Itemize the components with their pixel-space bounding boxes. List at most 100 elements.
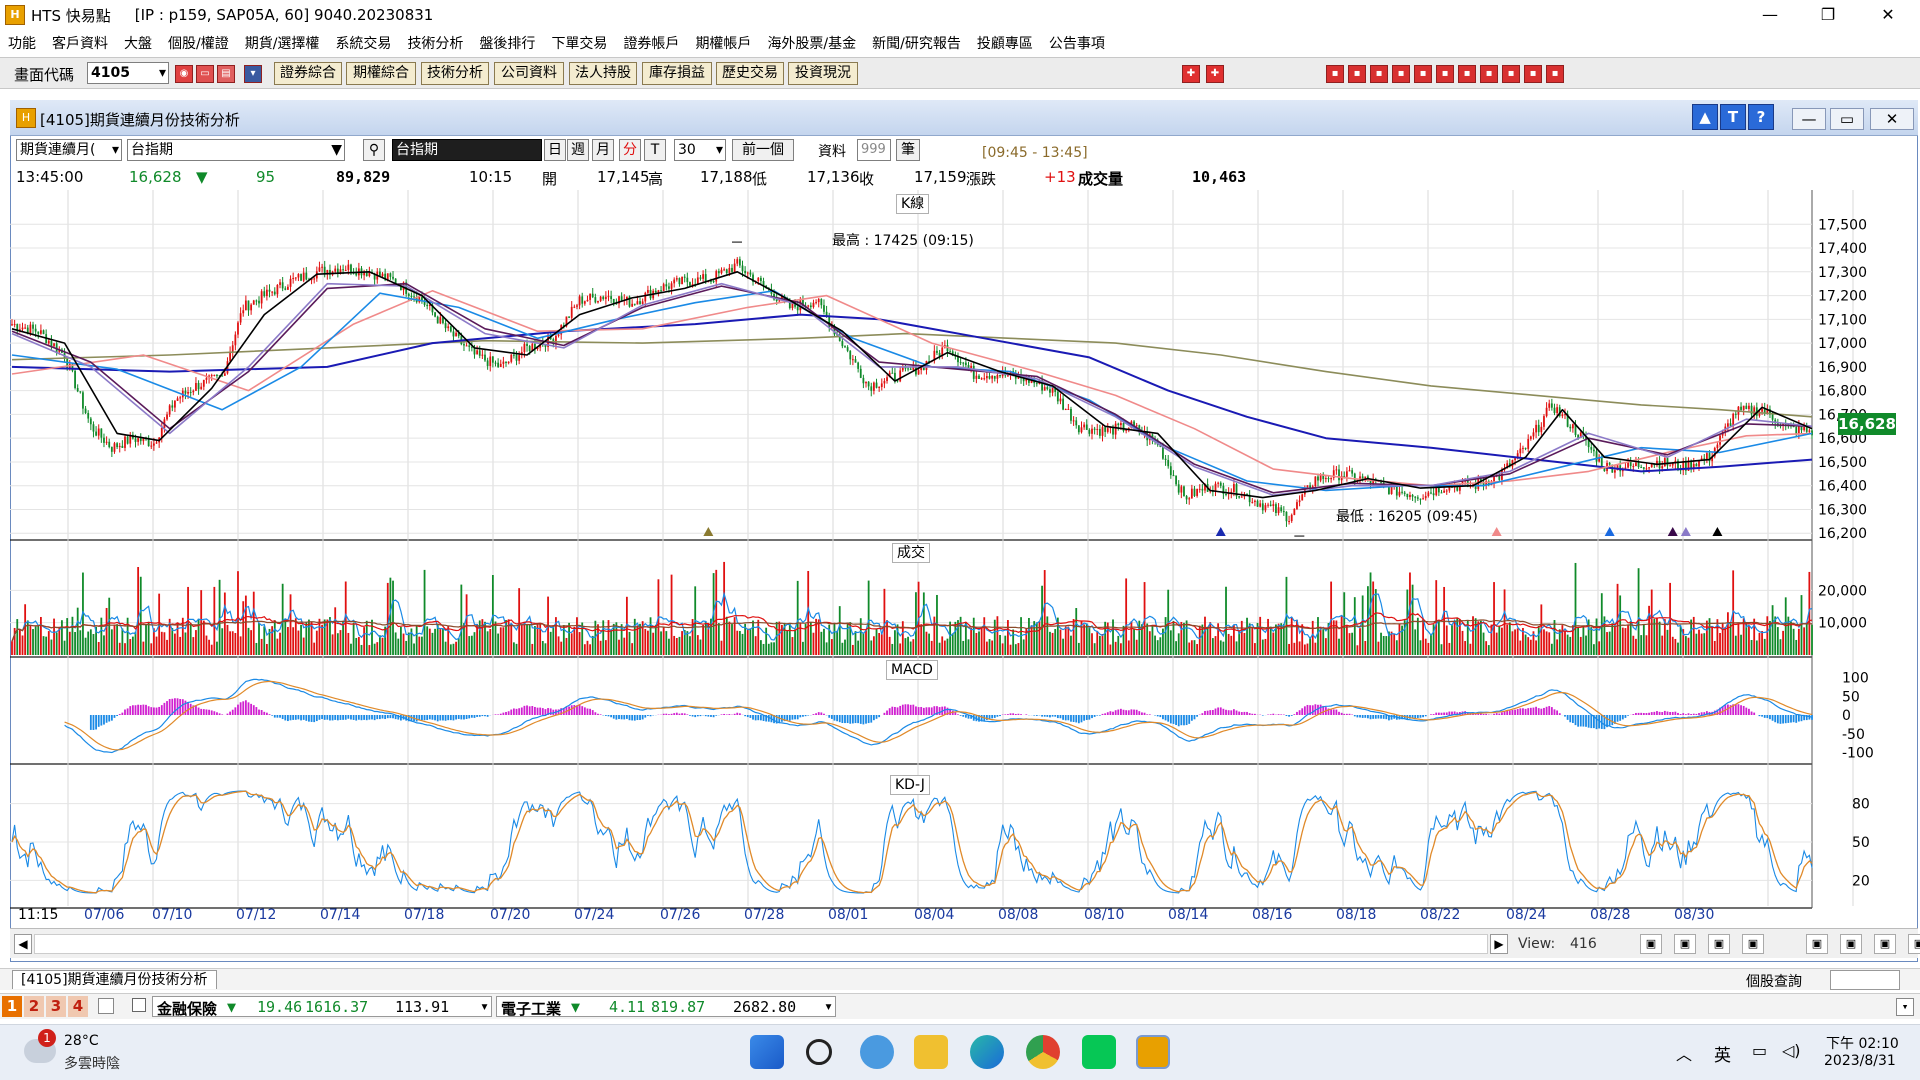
print-icon[interactable]: ▪ bbox=[1524, 65, 1542, 83]
dropdown-icon[interactable]: ▾ bbox=[244, 65, 262, 83]
menu-item-5[interactable]: 系統交易 bbox=[335, 36, 392, 52]
menu-item-4[interactable]: 期貨/選擇權 bbox=[244, 36, 320, 52]
type-select[interactable]: 期貨連續月(▾ bbox=[16, 139, 122, 161]
lock-icon[interactable] bbox=[98, 998, 114, 1014]
q-dropdown-icon[interactable]: ▾ bbox=[1896, 998, 1914, 1016]
minus-icon[interactable]: ▪ bbox=[1392, 65, 1410, 83]
menu-item-1[interactable]: 客戶資料 bbox=[52, 36, 108, 52]
pen-icon[interactable]: ▪ bbox=[1348, 65, 1366, 83]
menu-item-8[interactable]: 下單交易 bbox=[551, 36, 608, 52]
minutes-select[interactable]: 30 ▾ bbox=[674, 139, 726, 161]
num-tab-3[interactable]: 3 bbox=[46, 996, 66, 1017]
toolbar-button-6[interactable]: 歷史交易 bbox=[716, 62, 784, 85]
table-icon[interactable]: ▣ bbox=[1874, 934, 1896, 954]
ime-indicator[interactable]: 英 bbox=[1714, 1046, 1731, 1066]
menu-item-12[interactable]: 新聞/研究報告 bbox=[872, 36, 961, 52]
folder-icon[interactable] bbox=[914, 1035, 948, 1069]
checkbox[interactable] bbox=[132, 998, 146, 1012]
help-icon[interactable]: ? bbox=[1748, 104, 1774, 130]
menu-item-13[interactable]: 投顧專區 bbox=[976, 36, 1033, 52]
arrow-up-icon[interactable]: ▲ bbox=[1692, 104, 1718, 130]
minimize-button[interactable]: — bbox=[1762, 5, 1778, 24]
edit-icon[interactable]: ▪ bbox=[1326, 65, 1344, 83]
bar-chart-icon[interactable]: ▣ bbox=[1806, 934, 1828, 954]
menu-item-9[interactable]: 證券帳戶 bbox=[623, 36, 680, 52]
chart-restore-button[interactable]: ▭ bbox=[1830, 108, 1864, 130]
pencil-icon[interactable]: ▣ bbox=[1908, 934, 1920, 954]
edge-icon[interactable] bbox=[970, 1035, 1004, 1069]
chart-icon[interactable]: ▤ bbox=[217, 65, 235, 83]
toolbar-button-2[interactable]: 技術分析 bbox=[421, 62, 489, 85]
zoom-in-icon[interactable]: ▣ bbox=[1640, 934, 1662, 954]
window-icon[interactable]: ▭ bbox=[196, 65, 214, 83]
data-count-input[interactable]: 999 bbox=[857, 139, 891, 161]
start-icon[interactable] bbox=[750, 1035, 784, 1069]
macd-bar bbox=[720, 714, 723, 715]
menu-item-3[interactable]: 個股/權證 bbox=[168, 36, 229, 52]
draw-icon[interactable]: ▪ bbox=[1458, 65, 1476, 83]
menu-item-7[interactable]: 盤後排行 bbox=[479, 36, 536, 52]
num-tab-2[interactable]: 2 bbox=[24, 996, 44, 1017]
add-icon[interactable]: ✚ bbox=[1182, 65, 1200, 83]
search-icon[interactable]: ⚲ bbox=[363, 139, 385, 161]
q1-dropdown-icon[interactable]: ▾ bbox=[479, 997, 489, 1015]
toolbar-button-1[interactable]: 期權綜合 bbox=[346, 62, 416, 85]
toolbar-button-0[interactable]: 證券綜合 bbox=[274, 62, 342, 85]
period-button-0[interactable]: 日 bbox=[544, 139, 566, 161]
menu-item-10[interactable]: 期權帳戶 bbox=[695, 36, 752, 52]
toolbar-button-5[interactable]: 庫存損益 bbox=[642, 62, 712, 85]
toolbar-button-7[interactable]: 投資現況 bbox=[788, 62, 858, 85]
symbol-select[interactable]: 台指期 ▼ bbox=[127, 139, 345, 161]
toolbar-button-3[interactable]: 公司資料 bbox=[494, 62, 564, 85]
q2-dropdown-icon[interactable]: ▾ bbox=[823, 997, 833, 1015]
remove-icon[interactable]: ✚ bbox=[1206, 65, 1224, 83]
period-button-4[interactable]: T bbox=[644, 139, 666, 161]
search-taskbar-icon[interactable] bbox=[806, 1039, 832, 1065]
reset-icon[interactable]: ▣ bbox=[1742, 934, 1764, 954]
menu-item-14[interactable]: 公告事項 bbox=[1048, 36, 1105, 52]
restore-button[interactable]: ❐ bbox=[1820, 5, 1836, 24]
note-icon[interactable]: ▪ bbox=[1414, 65, 1432, 83]
scroll-left-button[interactable]: ◀ bbox=[14, 934, 32, 954]
chart-close-button[interactable]: ✕ bbox=[1870, 108, 1914, 130]
menu-item-0[interactable]: 功能 bbox=[8, 36, 36, 52]
grid-icon[interactable]: ▪ bbox=[1370, 65, 1388, 83]
menu-item-6[interactable]: 技術分析 bbox=[407, 36, 464, 52]
num-tab-1[interactable]: 1 bbox=[2, 996, 22, 1017]
mail-icon[interactable]: ▪ bbox=[1480, 65, 1498, 83]
menu-item-11[interactable]: 海外股票/基金 bbox=[767, 36, 857, 52]
q2-box[interactable]: 電子工業 ▼ 4.11 819.87 2682.80 ▾ bbox=[496, 996, 836, 1018]
network-icon[interactable]: ▭ bbox=[1752, 1041, 1768, 1060]
menu-item-2[interactable]: 大盤 bbox=[124, 36, 152, 52]
period-button-3[interactable]: 分 bbox=[619, 139, 641, 161]
volume-icon[interactable]: ◁) bbox=[1782, 1041, 1801, 1060]
text-icon[interactable]: T bbox=[1720, 104, 1746, 130]
code-input[interactable]: 4105 ▾ bbox=[87, 62, 169, 84]
text-tool-icon[interactable]: ▪ bbox=[1436, 65, 1454, 83]
scroll-track[interactable] bbox=[34, 934, 1488, 954]
prev-button[interactable]: 前一個 bbox=[732, 139, 794, 161]
tab-chart[interactable]: [4105]期貨連續月份技術分析 bbox=[12, 970, 217, 989]
refresh-icon[interactable]: ◉ bbox=[175, 65, 193, 83]
query-input[interactable] bbox=[1830, 970, 1900, 990]
line-icon[interactable] bbox=[1082, 1035, 1116, 1069]
hts-app-icon[interactable] bbox=[1136, 1035, 1170, 1069]
period-button-2[interactable]: 月 bbox=[592, 139, 614, 161]
period-button-1[interactable]: 週 bbox=[567, 139, 589, 161]
scroll-right-button[interactable]: ▶ bbox=[1490, 934, 1508, 954]
close-button[interactable]: ✕ bbox=[1881, 5, 1895, 24]
chrome-icon[interactable] bbox=[1026, 1035, 1060, 1069]
tools-icon[interactable]: ▪ bbox=[1502, 65, 1520, 83]
q1-box[interactable]: 金融保險 ▼ 19.46 1616.37 113.91 ▾ bbox=[152, 996, 492, 1018]
globe-icon[interactable] bbox=[860, 1035, 894, 1069]
toolbar-button-4[interactable]: 法人持股 bbox=[569, 62, 637, 85]
unit-button[interactable]: 筆 bbox=[896, 139, 920, 161]
magnify-icon[interactable]: ▣ bbox=[1708, 934, 1730, 954]
chevron-up-icon[interactable]: ︿ bbox=[1676, 1045, 1693, 1064]
chart-area[interactable]: 17,50017,40017,30017,20017,10017,00016,9… bbox=[10, 190, 1910, 922]
zoom-out-icon[interactable]: ▣ bbox=[1674, 934, 1696, 954]
layout-icon[interactable]: ▪ bbox=[1546, 65, 1564, 83]
copy-icon[interactable]: ▣ bbox=[1840, 934, 1862, 954]
num-tab-4[interactable]: 4 bbox=[68, 996, 88, 1017]
chart-minimize-button[interactable]: — bbox=[1792, 108, 1826, 130]
